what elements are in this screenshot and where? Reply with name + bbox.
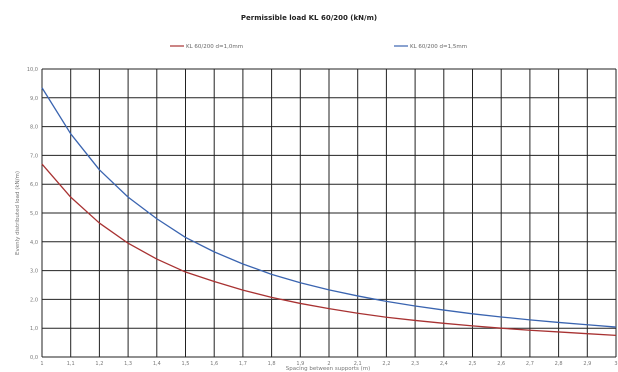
x-tick-label: 1,2 bbox=[95, 361, 103, 367]
y-tick-label: 1,0 bbox=[30, 326, 38, 332]
x-tick-label: 2 bbox=[327, 361, 330, 367]
y-tick-label: 6,0 bbox=[30, 182, 38, 188]
x-tick-label: 1,4 bbox=[153, 361, 161, 367]
y-tick-label: 9,0 bbox=[30, 96, 38, 102]
x-tick-label: 1,7 bbox=[239, 361, 247, 367]
x-tick-label: 1,6 bbox=[210, 361, 218, 367]
x-tick-label: 1,3 bbox=[124, 361, 132, 367]
y-axis-label: Evenly distributed load (kN/m) bbox=[15, 171, 21, 255]
x-tick-label: 2,5 bbox=[469, 361, 477, 367]
y-tick-label: 0,0 bbox=[30, 355, 38, 361]
x-tick-label: 2,6 bbox=[497, 361, 505, 367]
x-axis-label: Spacing between supports (m) bbox=[286, 366, 371, 372]
x-tick-label: 1,1 bbox=[67, 361, 75, 367]
x-tick-label: 2,7 bbox=[526, 361, 534, 367]
y-tick-label: 10,0 bbox=[27, 67, 38, 73]
x-tick-label: 1 bbox=[40, 361, 43, 367]
legend: KL 60/200 d=1,0mm KL 60/200 d=1,5mm bbox=[170, 44, 467, 50]
x-tick-label: 3 bbox=[614, 361, 617, 367]
chart-title: Permissible load KL 60/200 (kN/m) bbox=[241, 14, 377, 22]
y-axis-ticks: 0,0 1,0 2,0 3,0 4,0 5,0 6,0 7,0 8,0 9,0 10,0 bbox=[27, 67, 38, 361]
x-tick-label: 1,9 bbox=[296, 361, 304, 367]
x-tick-label: 2,1 bbox=[354, 361, 362, 367]
y-tick-label: 7,0 bbox=[30, 153, 38, 159]
y-tick-label: 2,0 bbox=[30, 297, 38, 303]
legend-label-series-1: KL 60/200 d=1,0mm bbox=[186, 44, 243, 50]
x-tick-label: 2,9 bbox=[583, 361, 591, 367]
x-tick-label: 1,8 bbox=[268, 361, 276, 367]
x-tick-label: 2,8 bbox=[555, 361, 563, 367]
y-tick-label: 3,0 bbox=[30, 269, 38, 275]
x-tick-label: 2,2 bbox=[382, 361, 390, 367]
x-tick-label: 1,5 bbox=[182, 361, 190, 367]
y-tick-label: 4,0 bbox=[30, 240, 38, 246]
x-axis-ticks: 1 1,1 1,2 1,3 1,4 1,5 1,6 1,7 1,8 1,9 2 2,1 2,2 2,3 2,… bbox=[40, 361, 617, 367]
legend-label-series-2: KL 60/200 d=1,5mm bbox=[410, 44, 467, 50]
series-line-1 bbox=[41, 163, 617, 337]
x-tick-label: 2,3 bbox=[411, 361, 419, 367]
y-tick-label: 8,0 bbox=[30, 125, 38, 131]
y-tick-label: 5,0 bbox=[30, 211, 38, 217]
series-lines bbox=[41, 87, 617, 337]
series-line-2 bbox=[41, 87, 617, 328]
x-tick-label: 2,4 bbox=[440, 361, 448, 367]
plot-grid bbox=[41, 68, 617, 358]
